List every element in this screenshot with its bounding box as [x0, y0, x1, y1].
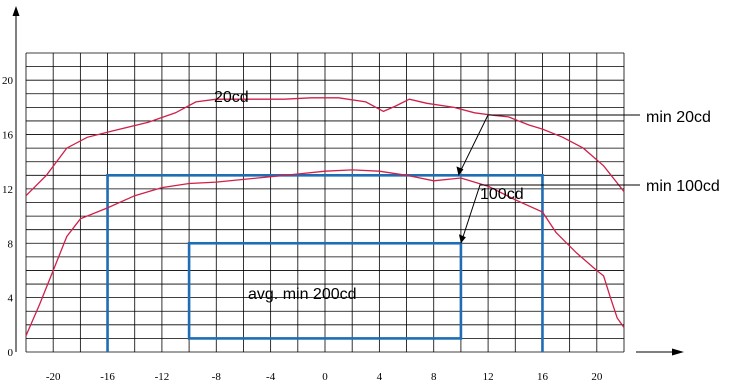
leader-min-20cd-arrow: [456, 166, 464, 176]
y-tick-label: 12: [2, 184, 13, 196]
y-tick-label: 0: [8, 347, 14, 359]
curves: [25, 97, 625, 336]
x-tick-label: -20: [46, 371, 61, 383]
label-min-100cd: min 100cd: [646, 178, 720, 195]
x-tick-label: -12: [155, 371, 170, 383]
x-tick-label: -8: [212, 371, 222, 383]
x-tick-label: 0: [322, 371, 328, 383]
y-tick-label: 4: [8, 293, 14, 305]
zone-min-20cd: [106, 174, 544, 352]
y-axis-arrow: [12, 6, 20, 16]
zones: [106, 174, 544, 352]
x-tick-label: 4: [377, 371, 383, 383]
leader-lines: [456, 114, 640, 244]
curve-20cd: [25, 97, 625, 197]
y-tick-label: 20: [2, 75, 14, 87]
leader-min-100cd-arrow: [458, 234, 466, 244]
tick-labels: -20 -16 -12 -8 -4 0 4 8 12 16 20 0 4 8 12 16 20: [2, 75, 603, 383]
curve-100cd: [25, 169, 625, 336]
label-avg-min-200cd: avg. min 200cd: [248, 286, 357, 303]
label-min-20cd: min 20cd: [646, 109, 711, 126]
label-100cd: 100cd: [480, 186, 524, 203]
x-tick-label: 12: [483, 371, 494, 383]
x-tick-label: -4: [266, 371, 276, 383]
zone-avg-min-200cd: [187, 241, 463, 340]
leader-min-20cd: [458, 114, 640, 176]
y-tick-label: 8: [8, 238, 14, 250]
leader-min-100cd: [460, 184, 640, 244]
x-axis-arrow: [672, 348, 684, 356]
x-tick-label: 8: [431, 371, 437, 383]
x-tick-label: 20: [591, 371, 603, 383]
label-20cd: 20cd: [214, 89, 249, 106]
y-tick-label: 16: [2, 130, 14, 142]
axes: [12, 6, 684, 356]
x-tick-label: 16: [537, 371, 549, 383]
x-tick-label: -16: [100, 371, 115, 383]
